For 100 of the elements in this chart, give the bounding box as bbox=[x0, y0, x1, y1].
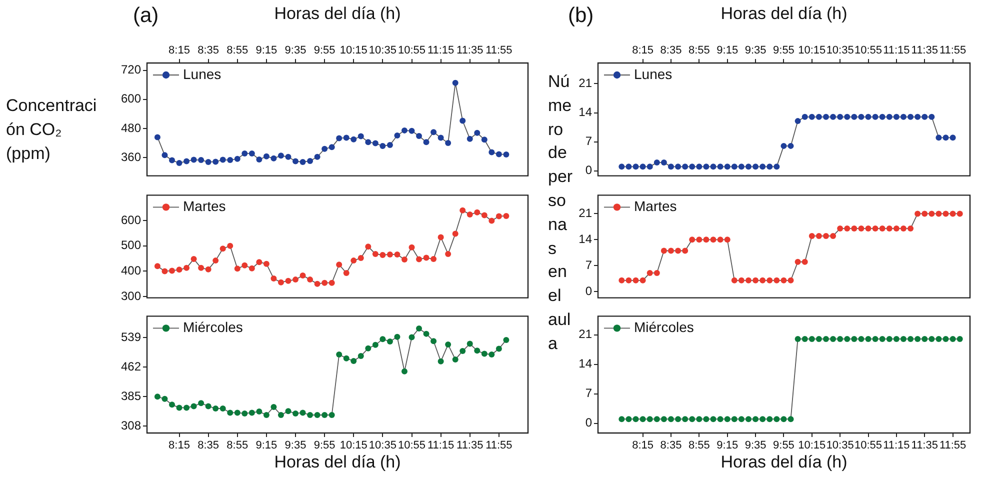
x2-tick-label: 8:35 bbox=[198, 44, 220, 56]
y-tick-label: 462 bbox=[120, 359, 142, 374]
y-tick-label: 480 bbox=[120, 120, 142, 135]
point bbox=[314, 280, 320, 287]
y-tick-label: 14 bbox=[578, 356, 592, 371]
x-tick-label: 11:55 bbox=[486, 440, 512, 452]
point bbox=[872, 226, 878, 232]
point bbox=[212, 158, 219, 165]
point bbox=[365, 244, 372, 250]
point bbox=[788, 142, 794, 149]
point bbox=[372, 342, 378, 348]
point bbox=[717, 236, 724, 243]
point bbox=[738, 164, 744, 170]
point bbox=[212, 405, 219, 412]
point bbox=[220, 156, 226, 163]
point bbox=[184, 158, 190, 164]
point bbox=[328, 144, 335, 150]
point bbox=[176, 266, 182, 273]
x2-tick-label: 8:35 bbox=[660, 44, 682, 56]
y-axis-title: Concentración CO₂ (ppm) bbox=[6, 95, 98, 165]
y-tick-label: 0 bbox=[585, 416, 592, 430]
point bbox=[358, 353, 364, 360]
point bbox=[242, 410, 248, 416]
y-tick-label: 7 bbox=[585, 386, 592, 400]
point bbox=[689, 236, 696, 243]
point bbox=[452, 230, 458, 237]
point bbox=[198, 400, 204, 406]
point bbox=[689, 164, 696, 170]
x2-tick-label: 10:35 bbox=[826, 44, 854, 56]
x2-tick-label: 11:15 bbox=[427, 44, 454, 56]
point bbox=[618, 277, 625, 284]
point bbox=[675, 164, 682, 170]
point bbox=[198, 264, 204, 271]
point bbox=[256, 408, 262, 415]
point bbox=[466, 211, 473, 218]
point bbox=[365, 345, 372, 352]
point bbox=[654, 160, 660, 166]
point bbox=[837, 114, 844, 120]
point bbox=[336, 262, 342, 268]
point bbox=[263, 412, 270, 418]
point bbox=[822, 114, 829, 120]
point bbox=[886, 226, 892, 232]
point bbox=[322, 280, 328, 286]
point bbox=[879, 114, 886, 120]
point bbox=[285, 408, 292, 414]
point bbox=[460, 118, 466, 124]
point bbox=[914, 114, 921, 120]
point bbox=[248, 150, 255, 156]
y-tick-label: 7 bbox=[585, 134, 592, 148]
point bbox=[660, 160, 667, 166]
point bbox=[227, 410, 234, 416]
point bbox=[646, 164, 653, 170]
y-tick-label: 7 bbox=[585, 258, 592, 272]
y-tick-label: 0 bbox=[585, 284, 592, 298]
x2-tick-label: 11:55 bbox=[939, 44, 966, 56]
y-tick-label: 21 bbox=[578, 76, 592, 90]
point bbox=[430, 129, 437, 136]
point bbox=[438, 234, 444, 240]
point bbox=[752, 164, 759, 170]
x-tick-label: 9:15 bbox=[716, 440, 738, 452]
x-tick-label: 9:35 bbox=[284, 440, 306, 452]
point bbox=[908, 114, 914, 120]
point bbox=[914, 210, 921, 217]
x-tick-label: 9:55 bbox=[314, 440, 336, 452]
point bbox=[300, 158, 306, 165]
point bbox=[380, 336, 386, 342]
point bbox=[401, 256, 408, 263]
point bbox=[745, 164, 752, 170]
x2-tick-label: 11:35 bbox=[456, 44, 484, 56]
x-tick-label: 8:55 bbox=[226, 440, 248, 452]
x-tick-label: 10:55 bbox=[854, 440, 882, 452]
x-tick-label: 10:35 bbox=[826, 440, 854, 452]
point bbox=[632, 164, 639, 170]
point bbox=[248, 265, 255, 272]
point bbox=[618, 164, 625, 170]
x-tick-label: 11:15 bbox=[883, 440, 910, 452]
point bbox=[496, 346, 502, 352]
x2-tick-label: 9:35 bbox=[744, 44, 766, 56]
point bbox=[322, 412, 328, 418]
point bbox=[710, 164, 716, 170]
point bbox=[365, 139, 372, 146]
point bbox=[343, 270, 350, 276]
point bbox=[227, 157, 234, 164]
point bbox=[731, 277, 738, 284]
point bbox=[168, 157, 175, 164]
x2-axis-title: Horas del día (h) bbox=[274, 4, 401, 23]
y-tick-label: 539 bbox=[120, 330, 142, 344]
point bbox=[488, 218, 495, 224]
point bbox=[423, 254, 430, 261]
point bbox=[234, 266, 240, 272]
point bbox=[682, 164, 688, 170]
point bbox=[626, 277, 632, 284]
point bbox=[488, 149, 495, 156]
point bbox=[922, 114, 928, 120]
y-tick-label: 308 bbox=[120, 418, 142, 432]
point bbox=[794, 118, 801, 124]
point bbox=[830, 114, 836, 120]
y-tick-label: 360 bbox=[120, 150, 142, 164]
point bbox=[445, 342, 452, 348]
x2-tick-label: 9:55 bbox=[773, 44, 794, 56]
